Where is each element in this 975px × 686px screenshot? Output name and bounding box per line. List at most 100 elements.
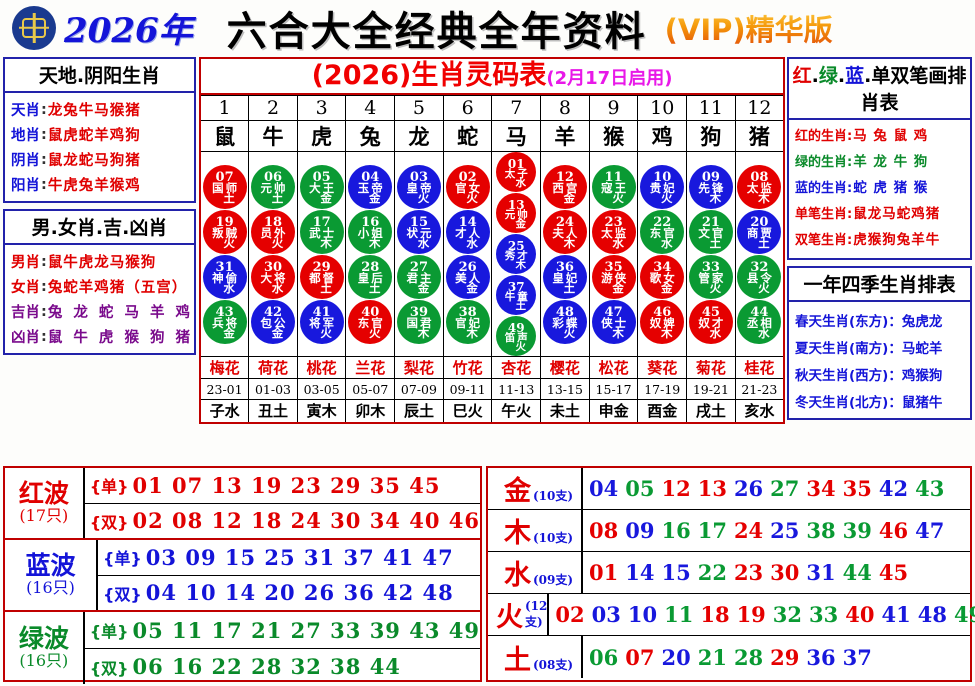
element-number[interactable]: 07 xyxy=(625,644,655,670)
zodiac-number-ball[interactable]: 41 将军火 xyxy=(299,299,344,344)
element-number[interactable]: 20 xyxy=(661,644,691,670)
element-number[interactable]: 22 xyxy=(697,560,727,585)
zodiac-number-ball[interactable]: 16 小姐木 xyxy=(348,209,393,254)
element-number[interactable]: 02 xyxy=(555,602,585,627)
zodiac-number-ball[interactable]: 37 牛童土 xyxy=(496,275,537,315)
element-number[interactable]: 09 xyxy=(625,518,655,543)
element-number[interactable]: 26 xyxy=(733,476,764,501)
zodiac-number-ball[interactable]: 30 大将水 xyxy=(250,254,295,299)
element-number[interactable]: 08 xyxy=(589,518,619,543)
zodiac-number-ball[interactable]: 02 官女火 xyxy=(445,164,490,209)
zodiac-number-ball[interactable]: 19 叛贼火 xyxy=(202,209,247,254)
element-number[interactable]: 30 xyxy=(770,560,800,585)
element-number[interactable]: 16 xyxy=(661,518,691,543)
zodiac-number-ball[interactable]: 39 国君木 xyxy=(396,299,441,344)
zodiac-number-ball[interactable]: 42 包公金 xyxy=(250,299,295,344)
element-number[interactable]: 10 xyxy=(627,602,658,627)
zodiac-number-ball[interactable]: 44 丞相水 xyxy=(737,299,782,344)
element-number[interactable]: 36 xyxy=(806,644,836,670)
element-number[interactable]: 21 xyxy=(697,644,727,670)
zodiac-number-ball[interactable]: 35 游侠金 xyxy=(591,254,636,299)
element-number[interactable]: 06 xyxy=(589,644,619,670)
row-value: 羊 龙 牛 狗 xyxy=(853,154,929,170)
zodiac-number-ball[interactable]: 10 贵妃火 xyxy=(640,164,685,209)
zodiac-number-ball[interactable]: 13 元帅金 xyxy=(496,193,537,233)
zodiac-number-ball[interactable]: 01 太子水 xyxy=(496,152,537,192)
element-number[interactable]: 27 xyxy=(770,476,800,501)
zodiac-number-ball[interactable]: 15 状元水 xyxy=(396,209,441,254)
element-number[interactable]: 28 xyxy=(733,644,764,670)
element-number[interactable]: 14 xyxy=(625,560,655,585)
element-number[interactable]: 25 xyxy=(770,518,800,543)
element-number[interactable]: 48 xyxy=(917,602,947,627)
element-number[interactable]: 41 xyxy=(881,602,911,627)
element-number[interactable]: 45 xyxy=(878,560,909,585)
zodiac-number-ball[interactable]: 09 先锋木 xyxy=(688,164,733,209)
zodiac-number-ball[interactable]: 18 员外火 xyxy=(250,209,295,254)
element-number[interactable]: 01 xyxy=(589,560,619,585)
zodiac-number-ball[interactable]: 47 侠士木 xyxy=(591,299,636,344)
zodiac-number-ball[interactable]: 38 官妃木 xyxy=(445,299,490,344)
element-number[interactable]: 39 xyxy=(842,518,872,543)
zodiac-number-ball[interactable]: 23 太监水 xyxy=(591,209,636,254)
element-number[interactable]: 43 xyxy=(915,476,945,501)
element-number[interactable]: 19 xyxy=(736,602,766,627)
zodiac-number-ball[interactable]: 21 文官土 xyxy=(688,209,733,254)
zodiac-number-ball[interactable]: 05 大王金 xyxy=(299,164,344,209)
element-number[interactable]: 46 xyxy=(878,518,909,543)
element-number[interactable]: 37 xyxy=(842,644,872,670)
element-number[interactable]: 29 xyxy=(770,644,800,670)
zodiac-number-ball[interactable]: 49 笛声火 xyxy=(496,316,537,356)
element-number[interactable]: 03 xyxy=(591,602,621,627)
zodiac-number-ball[interactable]: 22 东官水 xyxy=(640,209,685,254)
zodiac-number-ball[interactable]: 27 君主金 xyxy=(396,254,441,299)
zodiac-number-ball[interactable]: 04 玉帝金 xyxy=(348,164,393,209)
zodiac-number-ball[interactable]: 25 秀才木 xyxy=(496,234,537,274)
element-number[interactable]: 40 xyxy=(845,602,875,627)
zodiac-number-ball[interactable]: 43 兵将金 xyxy=(202,299,247,344)
element-number[interactable]: 34 xyxy=(806,476,836,501)
zodiac-number-ball[interactable]: 46 奴婢木 xyxy=(640,299,685,344)
element-number[interactable]: 17 xyxy=(697,518,727,543)
zodiac-number-ball[interactable]: 32 县令火 xyxy=(737,254,782,299)
element-number[interactable]: 12 xyxy=(661,476,691,501)
grid-col-number: 6 xyxy=(442,95,493,121)
zodiac-number-ball[interactable]: 31 神偷水 xyxy=(202,254,247,299)
zodiac-number-ball[interactable]: 48 彩蝶火 xyxy=(542,299,587,344)
element-number[interactable]: 31 xyxy=(806,560,836,585)
zodiac-number-ball[interactable]: 20 商贾土 xyxy=(737,209,782,254)
zodiac-number-ball[interactable]: 28 皇后土 xyxy=(348,254,393,299)
element-number[interactable]: 38 xyxy=(806,518,836,543)
zodiac-number-ball[interactable]: 08 太监木 xyxy=(737,164,782,209)
element-number[interactable]: 33 xyxy=(809,602,839,627)
element-number[interactable]: 11 xyxy=(664,602,694,627)
zodiac-number-ball[interactable]: 33 管家火 xyxy=(688,254,733,299)
element-number[interactable]: 04 xyxy=(589,476,619,501)
zodiac-number-ball[interactable]: 07 国师土 xyxy=(202,164,247,209)
zodiac-number-ball[interactable]: 12 西宫金 xyxy=(542,164,587,209)
element-number[interactable]: 24 xyxy=(733,518,764,543)
element-number[interactable]: 05 xyxy=(625,476,655,501)
zodiac-number-ball[interactable]: 26 美人金 xyxy=(445,254,490,299)
element-number[interactable]: 44 xyxy=(842,560,872,585)
element-number[interactable]: 18 xyxy=(700,602,730,627)
element-number[interactable]: 32 xyxy=(772,602,803,627)
zodiac-number-ball[interactable]: 36 皇妃土 xyxy=(542,254,587,299)
zodiac-number-ball[interactable]: 34 歌女金 xyxy=(640,254,685,299)
element-number[interactable]: 13 xyxy=(697,476,727,501)
element-number[interactable]: 42 xyxy=(878,476,909,501)
zodiac-number-ball[interactable]: 29 都督土 xyxy=(299,254,344,299)
element-number[interactable]: 49 xyxy=(953,602,975,627)
element-number[interactable]: 15 xyxy=(661,560,691,585)
zodiac-number-ball[interactable]: 06 元帅土 xyxy=(250,164,295,209)
zodiac-number-ball[interactable]: 17 武士木 xyxy=(299,209,344,254)
zodiac-number-ball[interactable]: 14 才人水 xyxy=(445,209,490,254)
zodiac-number-ball[interactable]: 40 东官火 xyxy=(348,299,393,344)
zodiac-number-ball[interactable]: 03 皇帝火 xyxy=(396,164,441,209)
element-number[interactable]: 23 xyxy=(733,560,764,585)
element-number[interactable]: 47 xyxy=(915,518,945,543)
zodiac-number-ball[interactable]: 11 寇王火 xyxy=(591,164,636,209)
zodiac-number-ball[interactable]: 45 奴才水 xyxy=(688,299,733,344)
zodiac-number-ball[interactable]: 24 夫人木 xyxy=(542,209,587,254)
element-number[interactable]: 35 xyxy=(842,476,872,501)
